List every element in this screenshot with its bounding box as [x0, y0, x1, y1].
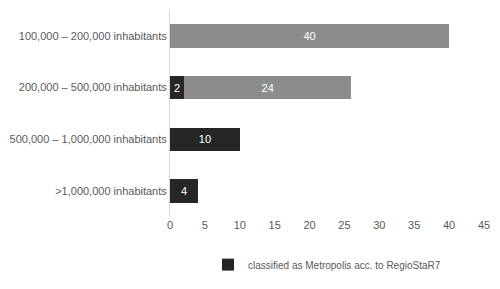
- svg-text:100,000 – 200,000 inhabitants: 100,000 – 200,000 inhabitants: [19, 30, 168, 42]
- svg-text:35: 35: [408, 219, 420, 231]
- svg-text:40: 40: [303, 30, 315, 42]
- svg-text:25: 25: [338, 219, 350, 231]
- svg-text:5: 5: [202, 219, 208, 231]
- svg-text:classified as Metropolis acc.: classified as Metropolis acc. to RegioSt…: [248, 260, 441, 271]
- svg-text:10: 10: [199, 133, 211, 145]
- svg-text:24: 24: [262, 82, 274, 94]
- svg-text:>1,000,000 inhabitants: >1,000,000 inhabitants: [55, 185, 167, 197]
- svg-text:10: 10: [234, 219, 246, 231]
- svg-text:200,000 – 500,000 inhabitants: 200,000 – 500,000 inhabitants: [19, 81, 168, 93]
- svg-text:40: 40: [443, 219, 455, 231]
- svg-text:500,000 – 1,000,000 inhabitant: 500,000 – 1,000,000 inhabitants: [10, 133, 168, 145]
- svg-text:20: 20: [303, 219, 315, 231]
- svg-text:4: 4: [181, 185, 187, 197]
- svg-text:0: 0: [167, 219, 173, 231]
- svg-text:45: 45: [478, 219, 490, 231]
- svg-text:2: 2: [174, 82, 180, 94]
- svg-text:30: 30: [373, 219, 385, 231]
- svg-text:15: 15: [269, 219, 281, 231]
